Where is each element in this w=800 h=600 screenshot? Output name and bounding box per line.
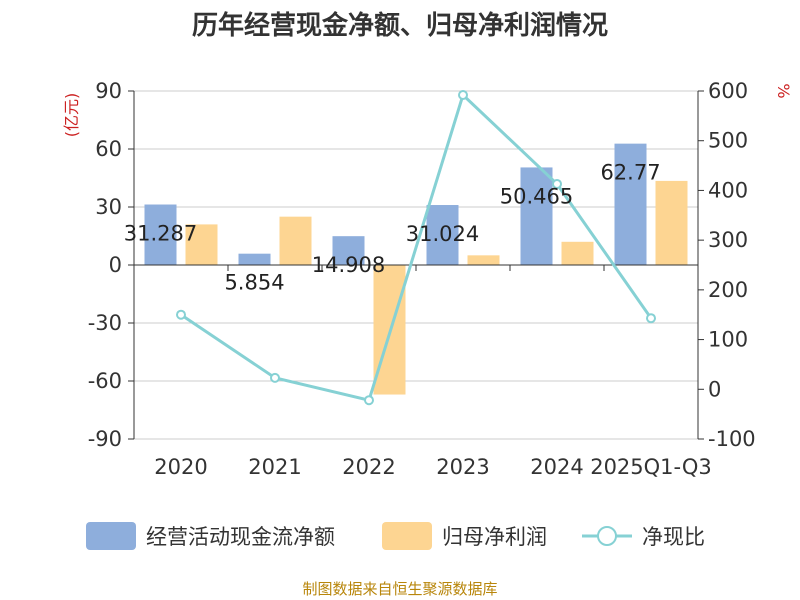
ratio-point <box>364 395 374 406</box>
cash-flow-data-label: 62.77 <box>600 161 660 185</box>
legend-net-profit-label: 归母净利润 <box>442 525 547 549</box>
cash-flow-data-label: 50.465 <box>500 184 573 208</box>
cash-flow-data-label: 31.024 <box>406 222 479 246</box>
left-axis-tick-label: -30 <box>88 311 122 335</box>
ratio-line <box>176 89 656 406</box>
right-axis-tick-label: 600 <box>708 79 748 103</box>
left-axis-tick-label: 30 <box>95 195 122 219</box>
left-axis-unit: (亿元) <box>62 93 81 138</box>
category-label: 2021 <box>248 455 301 479</box>
left-axis-tick-label: 0 <box>109 253 122 277</box>
ratio-line-path <box>180 92 653 403</box>
ratio-point <box>646 313 656 324</box>
net-profit-bar <box>467 255 500 265</box>
left-axis-tick-label: 90 <box>95 79 122 103</box>
cash-flow-bar <box>520 167 553 265</box>
net-profit-bar <box>561 241 594 265</box>
legend: 经营活动现金流净额 归母净利润 净现比 <box>86 522 705 550</box>
cash-flow-bar <box>144 204 177 265</box>
category-label: 2023 <box>436 455 489 479</box>
right-axis-tick-label: 100 <box>708 328 748 352</box>
right-axis-tick-label: 200 <box>708 278 748 302</box>
left-axis-tick-label: -60 <box>88 369 122 393</box>
legend-ratio-swatch-marker <box>597 526 617 546</box>
left-axis-tick-label: 60 <box>95 137 122 161</box>
axes: 9060300-30-60-906005004003002001000-1002… <box>88 79 756 479</box>
cash-flow-data-label: 5.854 <box>224 271 284 295</box>
cash-flow-bar <box>238 253 271 265</box>
cash-flow-data-label: 31.287 <box>124 222 197 246</box>
legend-net-profit-swatch <box>382 522 432 550</box>
data-labels: 31.287 5.854 14.908 31.024 50.465 62.77 <box>124 161 661 295</box>
bars <box>144 143 688 395</box>
category-label: 2022 <box>342 455 395 479</box>
ratio-point <box>458 89 468 100</box>
left-axis-tick-label: -90 <box>88 427 122 451</box>
cash-flow-data-label: 14.908 <box>312 253 385 277</box>
net-profit-bar <box>279 216 312 265</box>
net-profit-bar <box>185 224 218 265</box>
right-axis-tick-label: -100 <box>708 427 756 451</box>
right-axis-tick-label: 0 <box>708 377 721 401</box>
source-note: 制图数据来自恒生聚源数据库 <box>302 580 497 598</box>
cash-flow-bar <box>426 205 459 265</box>
legend-cash-flow-swatch <box>86 522 136 550</box>
right-axis-unit: % <box>774 83 793 98</box>
ratio-point <box>270 372 280 383</box>
cash-flow-bar <box>614 143 647 265</box>
category-label: 2024 <box>530 455 583 479</box>
right-axis-tick-label: 400 <box>708 178 748 202</box>
chart-title: 历年经营现金净额、归母净利润情况 <box>192 10 608 41</box>
ratio-point <box>552 178 562 189</box>
legend-cash-flow-label: 经营活动现金流净额 <box>146 525 335 549</box>
ratio-point <box>176 309 186 320</box>
net-profit-bar <box>655 180 688 265</box>
category-label: 2020 <box>154 455 207 479</box>
right-axis-tick-label: 500 <box>708 129 748 153</box>
category-label: 2025Q1-Q3 <box>590 455 712 479</box>
cash-flow-bar <box>332 236 365 265</box>
legend-ratio-label: 净现比 <box>642 525 705 549</box>
right-axis-tick-label: 300 <box>708 228 748 252</box>
